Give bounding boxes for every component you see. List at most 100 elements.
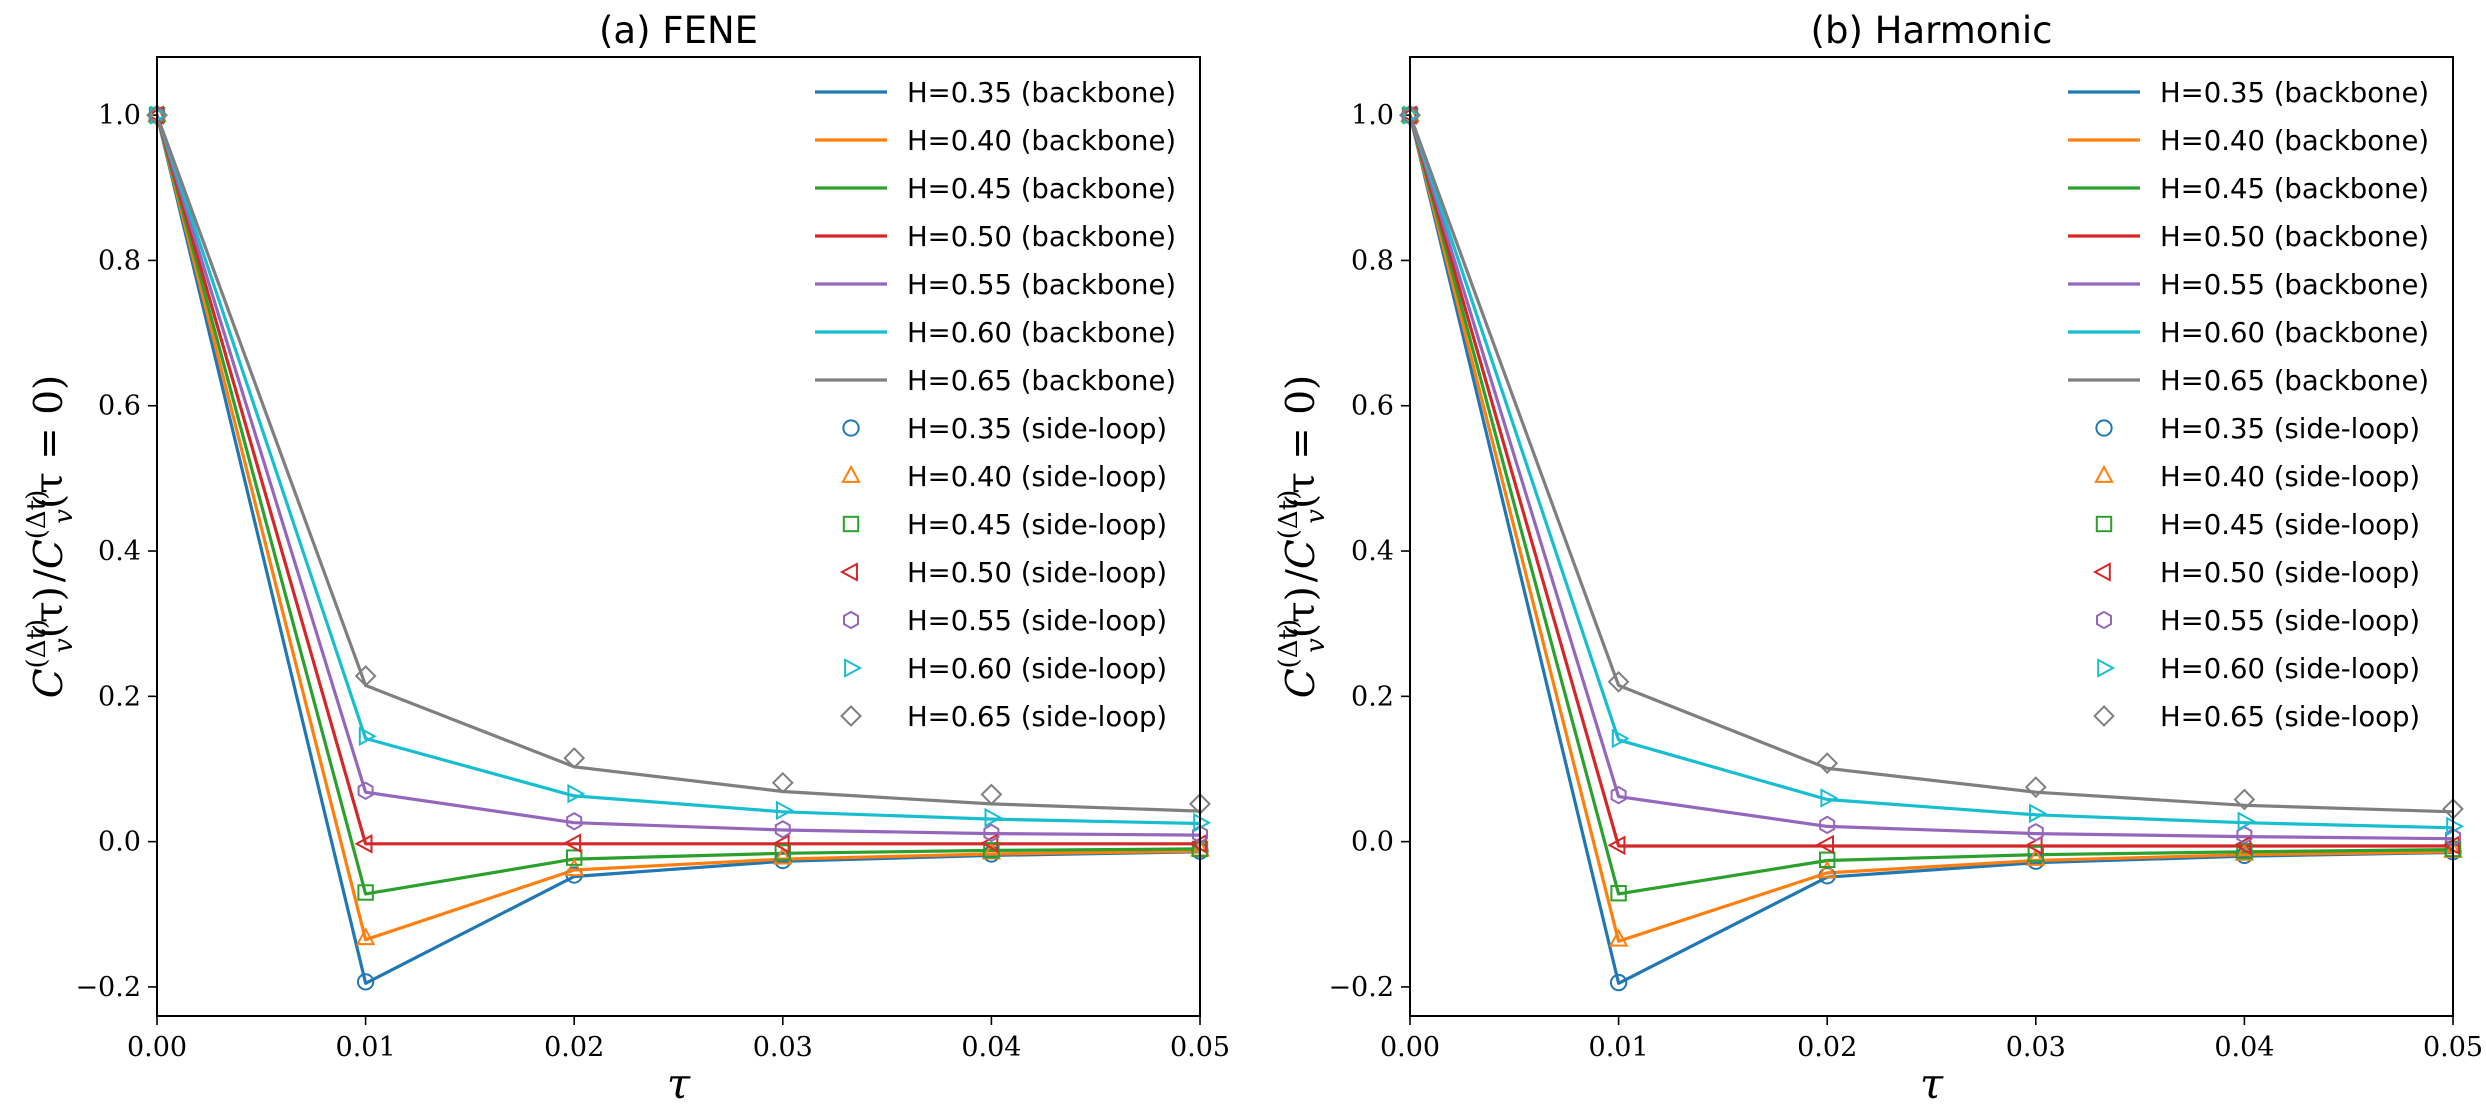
plot-frame bbox=[1409, 56, 2454, 1017]
legend-label: H=0.45 (backbone) bbox=[907, 173, 1176, 205]
legend-item: H=0.45 (side-loop) bbox=[2095, 509, 2420, 541]
series-line bbox=[1410, 113, 2453, 841]
chart-title: (a) FENE bbox=[599, 9, 758, 52]
x-tick-label: 0.00 bbox=[127, 1032, 187, 1063]
legend-item: H=0.60 (side-loop) bbox=[844, 653, 1167, 685]
y-tick-label: 0.2 bbox=[98, 681, 141, 712]
data-point bbox=[358, 726, 377, 747]
y-axis-label-part: C bbox=[27, 668, 72, 698]
data-point bbox=[2029, 803, 2047, 824]
data-point bbox=[2026, 848, 2046, 866]
y-axis-label-part: C bbox=[1279, 539, 1324, 569]
y-axis-label: C(Δt)v(τ)/C(Δt)v(τ = 0) bbox=[22, 375, 79, 699]
legend-marker-swatch bbox=[839, 562, 858, 582]
data-point bbox=[150, 105, 169, 125]
legend-label: H=0.60 (backbone) bbox=[907, 317, 1176, 349]
legend-label: H=0.55 (side-loop) bbox=[2160, 605, 2420, 637]
x-tick-label: 0.04 bbox=[2214, 1032, 2274, 1063]
legend-marker-swatch bbox=[844, 658, 863, 678]
legend-item: H=0.45 (side-loop) bbox=[842, 509, 1167, 541]
panel-harmonic: 0.00 0.01 0.02 0.03 0.04 0.05 −0.2 0.0 0.2 0.4 0.6… bbox=[1274, 9, 2483, 1108]
series-line bbox=[157, 113, 1200, 942]
data-point bbox=[1820, 788, 1839, 808]
series-line bbox=[1410, 113, 2453, 943]
legend-item: H=0.55 (backbone) bbox=[815, 269, 1176, 301]
y-axis-label-part: (τ = 0) bbox=[1279, 375, 1324, 509]
legend-item: H=0.55 (backbone) bbox=[2068, 269, 2429, 301]
data-point bbox=[2446, 816, 2465, 837]
x-tick-label: 0.01 bbox=[336, 1032, 396, 1063]
x-axis-label: τ bbox=[667, 1059, 691, 1108]
y-tick-label: 0.8 bbox=[1351, 245, 1394, 276]
y-tick-label: 0.6 bbox=[1351, 391, 1394, 422]
legend-item: H=0.40 (side-loop) bbox=[841, 461, 1167, 493]
legend-marker-swatch bbox=[2095, 419, 2113, 437]
plot-area bbox=[1410, 113, 2453, 985]
y-axis-label-part: v bbox=[1301, 638, 1331, 653]
legend-item: H=0.65 (backbone) bbox=[815, 365, 1176, 397]
x-tick-label: 0.05 bbox=[1170, 1032, 1230, 1063]
legend-label: H=0.40 (backbone) bbox=[907, 125, 1176, 157]
legend-marker-swatch bbox=[2092, 562, 2111, 582]
legend-label: H=0.55 (side-loop) bbox=[907, 605, 1167, 637]
data-point bbox=[773, 846, 793, 865]
data-point bbox=[2236, 825, 2253, 845]
y-axis-label-part: / bbox=[27, 568, 72, 582]
y-axis-label-part: (τ = 0) bbox=[27, 375, 72, 509]
legend-label: H=0.50 (side-loop) bbox=[907, 557, 1167, 589]
y-axis-label: C(Δt)v(τ)/C(Δt)v(τ = 0) bbox=[1274, 375, 1331, 699]
y-tick-label: 0.0 bbox=[98, 827, 141, 858]
data-point bbox=[2024, 835, 2043, 856]
data-point bbox=[2441, 835, 2460, 856]
legend-marker-swatch bbox=[2094, 464, 2114, 483]
data-point bbox=[2027, 845, 2044, 863]
y-tick-label: 0.0 bbox=[1351, 827, 1394, 858]
data-point bbox=[771, 834, 790, 854]
data-point bbox=[1609, 973, 1628, 992]
series-line bbox=[157, 113, 1200, 837]
data-point bbox=[1398, 105, 1417, 125]
x-tick-label: 0.03 bbox=[2006, 1032, 2066, 1063]
legend-label: H=0.45 (side-loop) bbox=[907, 509, 1167, 541]
y-axis-label-part: / bbox=[1279, 568, 1324, 582]
legend-item: H=0.45 (backbone) bbox=[815, 173, 1176, 205]
legend-item: H=0.35 (backbone) bbox=[815, 77, 1176, 109]
data-point bbox=[1817, 860, 1837, 879]
data-point bbox=[567, 783, 586, 804]
axis-ticks: 0.00 0.01 0.02 0.03 0.04 0.05 −0.2 0.0 0.2 0.4 0.6… bbox=[1328, 100, 2483, 1063]
legend-item: H=0.40 (side-loop) bbox=[2094, 461, 2420, 493]
series-line bbox=[1410, 113, 2453, 848]
data-point bbox=[566, 812, 583, 831]
y-tick-label: −0.2 bbox=[1328, 972, 1394, 1003]
legend-item: H=0.55 (side-loop) bbox=[2096, 605, 2420, 637]
series-line bbox=[1410, 113, 2453, 830]
data-point bbox=[566, 849, 583, 866]
y-axis-label-part: (Δt) bbox=[1274, 619, 1304, 669]
legend-item: H=0.35 (side-loop) bbox=[2095, 413, 2420, 445]
y-tick-label: 1.0 bbox=[98, 100, 141, 131]
legend-label: H=0.35 (side-loop) bbox=[907, 413, 1167, 445]
data-point bbox=[983, 842, 1000, 859]
data-point bbox=[145, 105, 164, 125]
legend-marker-swatch bbox=[2093, 705, 2115, 727]
y-tick-label: −0.2 bbox=[75, 972, 141, 1003]
data-point bbox=[1610, 785, 1627, 805]
x-axis-label: τ bbox=[1920, 1059, 1944, 1108]
legend-label: H=0.35 (backbone) bbox=[2160, 77, 2429, 109]
data-point bbox=[1611, 728, 1630, 749]
y-tick-label: 0.6 bbox=[98, 391, 141, 422]
data-point bbox=[984, 807, 1003, 828]
data-point bbox=[354, 834, 373, 854]
legend-item: H=0.65 (side-loop) bbox=[2093, 701, 2420, 733]
legend-item: H=0.60 (backbone) bbox=[815, 317, 1176, 349]
data-point bbox=[355, 927, 376, 946]
data-point bbox=[1188, 834, 1207, 854]
legend-label: H=0.65 (backbone) bbox=[2160, 365, 2429, 397]
legend-label: H=0.40 (backbone) bbox=[2160, 125, 2429, 157]
legend: H=0.35 (backbone) H=0.40 (backbone) H=0.45… bbox=[815, 77, 1176, 733]
x-tick-label: 0.04 bbox=[961, 1032, 1021, 1063]
data-point bbox=[2233, 788, 2256, 811]
panel-fene: 0.00 0.01 0.02 0.03 0.04 0.05 −0.2 0.0 0.2 0.4 0.6… bbox=[22, 9, 1230, 1108]
x-tick-label: 0.05 bbox=[2423, 1032, 2483, 1063]
legend-item: H=0.50 (backbone) bbox=[2068, 221, 2429, 253]
